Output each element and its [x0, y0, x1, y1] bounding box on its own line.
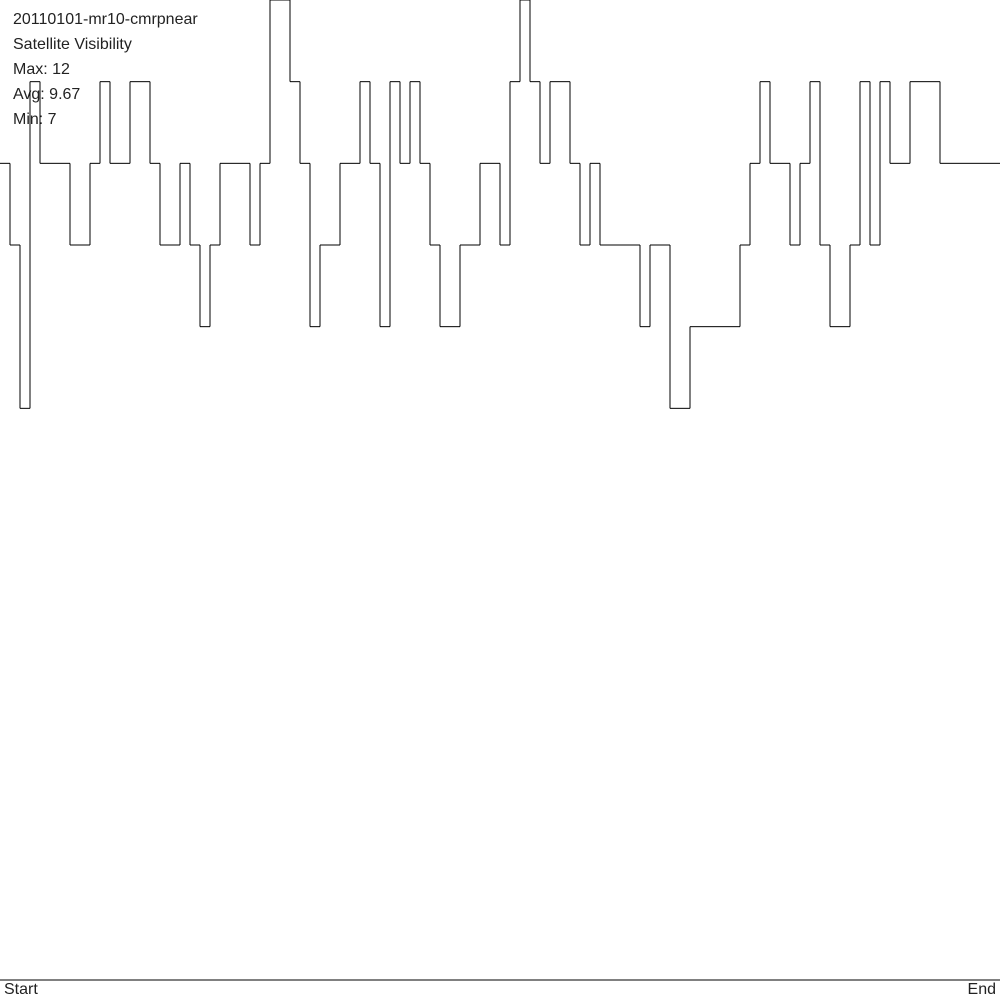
stat-label: Min: 7	[13, 111, 57, 128]
x-end-label: End	[968, 981, 996, 998]
stat-label: Avg: 9.67	[13, 86, 80, 103]
x-start-label: Start	[4, 981, 38, 998]
chart-title: 20110101-mr10-cmrpnear	[13, 11, 198, 28]
stat-label: Max: 12	[13, 61, 70, 78]
chart-subtitle: Satellite Visibility	[13, 36, 132, 53]
